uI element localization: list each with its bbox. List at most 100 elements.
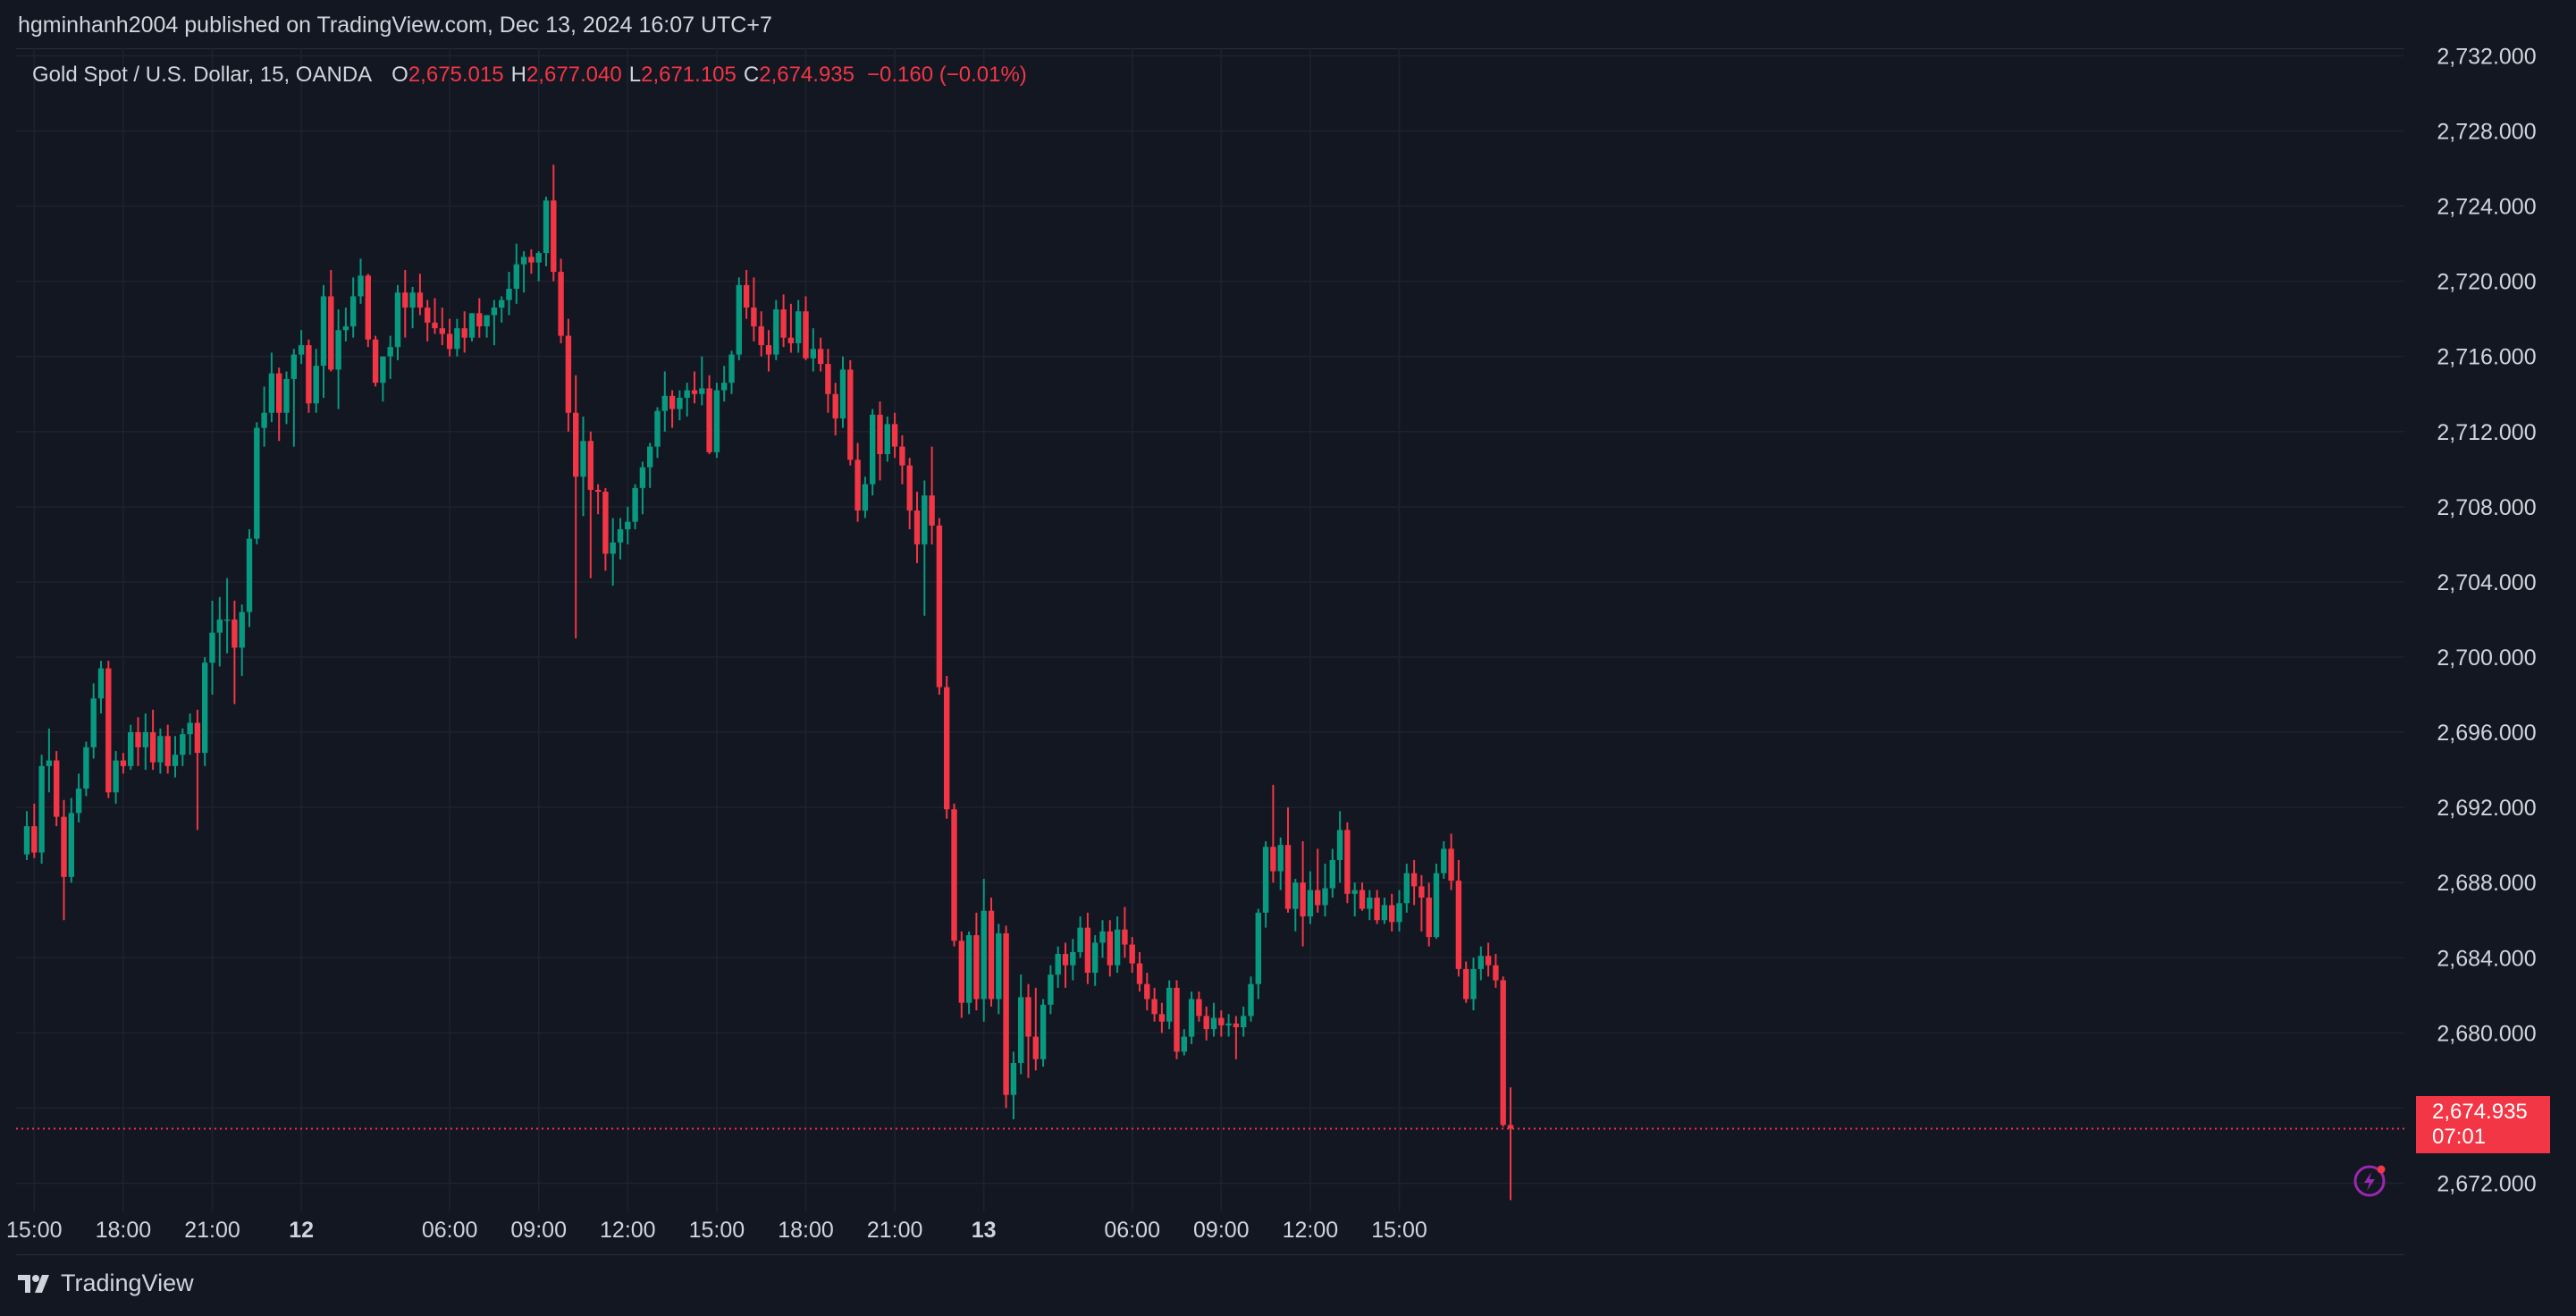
candle[interactable] xyxy=(1188,991,1195,1044)
candle[interactable] xyxy=(551,164,557,282)
lightning-alert-icon[interactable] xyxy=(2353,1164,2387,1198)
candle[interactable] xyxy=(1241,1006,1247,1037)
candle[interactable] xyxy=(1107,920,1113,977)
candle[interactable] xyxy=(491,299,498,346)
candle[interactable] xyxy=(1448,833,1454,890)
candle[interactable] xyxy=(1077,916,1083,958)
candle[interactable] xyxy=(506,272,512,316)
candle[interactable] xyxy=(1010,1051,1017,1120)
candle[interactable] xyxy=(1485,942,1492,977)
candle[interactable] xyxy=(1166,980,1173,1030)
candle[interactable] xyxy=(610,518,616,586)
candle[interactable] xyxy=(1055,946,1061,988)
candle[interactable] xyxy=(61,799,67,921)
candle[interactable] xyxy=(31,803,38,858)
candle[interactable] xyxy=(1174,980,1180,1059)
candle[interactable] xyxy=(743,270,750,319)
candle[interactable] xyxy=(899,434,905,485)
candle[interactable] xyxy=(1292,878,1299,932)
candle[interactable] xyxy=(706,375,712,454)
candle[interactable] xyxy=(625,506,631,544)
candle[interactable] xyxy=(372,335,379,387)
candle[interactable] xyxy=(1210,1002,1217,1037)
candle[interactable] xyxy=(1151,987,1158,1022)
candle[interactable] xyxy=(1203,1006,1209,1041)
candle[interactable] xyxy=(981,878,987,1022)
candle[interactable] xyxy=(602,487,609,571)
candle[interactable] xyxy=(417,274,424,316)
candle[interactable] xyxy=(350,277,357,338)
candle[interactable] xyxy=(239,604,245,676)
candle[interactable] xyxy=(654,407,661,459)
candle[interactable] xyxy=(394,284,401,360)
candle[interactable] xyxy=(328,270,334,372)
candle[interactable] xyxy=(1374,890,1380,924)
candle[interactable] xyxy=(1367,890,1373,921)
candle[interactable] xyxy=(1092,935,1099,986)
candle[interactable] xyxy=(1441,840,1447,879)
candle[interactable] xyxy=(825,349,831,413)
candle[interactable] xyxy=(1248,976,1254,1022)
candle[interactable] xyxy=(721,366,728,402)
candle[interactable] xyxy=(580,416,586,517)
candle[interactable] xyxy=(461,311,467,353)
candle[interactable] xyxy=(796,299,802,353)
candle[interactable] xyxy=(54,751,60,827)
candle[interactable] xyxy=(528,249,535,274)
candle[interactable] xyxy=(1181,1029,1187,1056)
candle[interactable] xyxy=(996,924,1002,1015)
candle[interactable] xyxy=(884,416,890,462)
candle[interactable] xyxy=(1048,965,1054,1015)
candle[interactable] xyxy=(232,600,238,704)
candle[interactable] xyxy=(535,250,542,282)
candle[interactable] xyxy=(1196,991,1202,1022)
candle[interactable] xyxy=(180,728,186,766)
candle[interactable] xyxy=(246,529,253,628)
candle[interactable] xyxy=(1270,784,1276,883)
candle[interactable] xyxy=(1225,1014,1232,1037)
candle[interactable] xyxy=(468,313,476,342)
candle[interactable] xyxy=(1300,840,1306,947)
candle[interactable] xyxy=(46,728,53,793)
candle[interactable] xyxy=(276,367,282,442)
candle[interactable] xyxy=(75,773,82,822)
candle[interactable] xyxy=(803,296,809,360)
candle[interactable] xyxy=(870,409,876,496)
candle[interactable] xyxy=(120,753,127,774)
candle[interactable] xyxy=(1315,848,1321,913)
candle[interactable] xyxy=(647,443,653,488)
candle[interactable] xyxy=(1003,925,1009,1109)
candle[interactable] xyxy=(283,371,290,425)
candle[interactable] xyxy=(913,492,921,563)
candle[interactable] xyxy=(187,713,193,755)
candle[interactable] xyxy=(484,315,490,338)
candle[interactable] xyxy=(128,724,134,771)
candle[interactable] xyxy=(632,484,638,530)
candle[interactable] xyxy=(661,371,668,432)
candle[interactable] xyxy=(1040,999,1047,1067)
candle[interactable] xyxy=(432,298,438,334)
candle[interactable] xyxy=(1477,946,1484,981)
candle[interactable] xyxy=(965,931,972,1015)
candle[interactable] xyxy=(387,335,393,379)
candle[interactable] xyxy=(832,383,838,435)
candle[interactable] xyxy=(1277,837,1284,890)
candle[interactable] xyxy=(97,661,105,714)
candle[interactable] xyxy=(1410,859,1418,906)
candle[interactable] xyxy=(68,797,74,883)
candle[interactable] xyxy=(922,480,928,616)
candle[interactable] xyxy=(1018,974,1024,1075)
candle[interactable] xyxy=(573,375,579,638)
candle[interactable] xyxy=(1396,890,1402,932)
candle[interactable] xyxy=(1284,807,1292,913)
tradingview-logo[interactable]: TradingView xyxy=(18,1270,194,1297)
candle[interactable] xyxy=(728,350,735,394)
candle[interactable] xyxy=(313,349,319,413)
candle[interactable] xyxy=(1218,1010,1225,1037)
candle[interactable] xyxy=(306,339,312,413)
candle[interactable] xyxy=(202,656,208,766)
candle[interactable] xyxy=(298,330,305,365)
candle[interactable] xyxy=(1144,973,1150,1011)
candle[interactable] xyxy=(862,477,869,519)
